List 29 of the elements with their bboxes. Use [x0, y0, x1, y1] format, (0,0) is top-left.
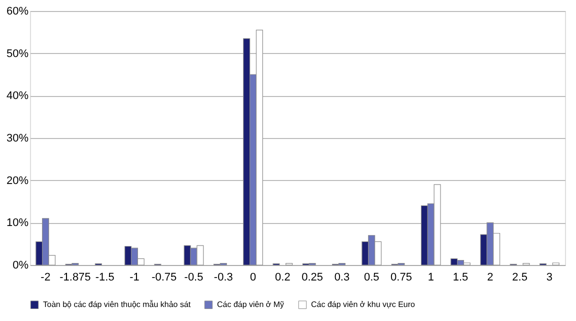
- legend-label: Các đáp viên ở Mỹ: [217, 300, 284, 309]
- y-tick-label: 10%: [6, 217, 29, 230]
- x-tick-label: 0.25: [302, 272, 324, 284]
- x-tick-label: -2: [40, 272, 50, 284]
- x-tick-label: -0.5: [184, 272, 204, 284]
- y-tick-label: 20%: [6, 174, 29, 187]
- x-tick-label: -1: [130, 272, 140, 284]
- x-tick-label: 1: [428, 272, 434, 284]
- x-tick-label: 3: [546, 272, 552, 284]
- x-tick-label: 2.5: [512, 272, 528, 284]
- legend-label: Các đáp viên ở khu vực Euro: [311, 300, 416, 309]
- y-tick-label: 40%: [6, 90, 29, 102]
- x-tick-label: 0: [250, 272, 256, 284]
- y-tick-label: 30%: [6, 132, 29, 144]
- x-tick-label: 2: [487, 272, 494, 284]
- x-tick-label: -0.75: [152, 272, 177, 284]
- x-tick-label: -0.3: [214, 272, 233, 284]
- bar: [552, 262, 560, 266]
- x-tick-label: 0.3: [334, 272, 350, 284]
- y-tick-label: 60%: [6, 6, 29, 18]
- y-tick-label: 50%: [6, 48, 29, 60]
- x-tick-label: 0.75: [390, 272, 412, 284]
- x-tick-label: 0.2: [275, 272, 290, 284]
- y-tick-label: 0%: [12, 260, 29, 272]
- x-tick-label: 1.5: [452, 272, 468, 284]
- x-tick-label: -1.5: [95, 272, 114, 284]
- x-tick-label: 0.5: [364, 272, 380, 284]
- legend-label: Toàn bộ các đáp viên thuộc mẫu khảo sát: [43, 300, 192, 309]
- x-tick-label: -1.875: [60, 272, 91, 284]
